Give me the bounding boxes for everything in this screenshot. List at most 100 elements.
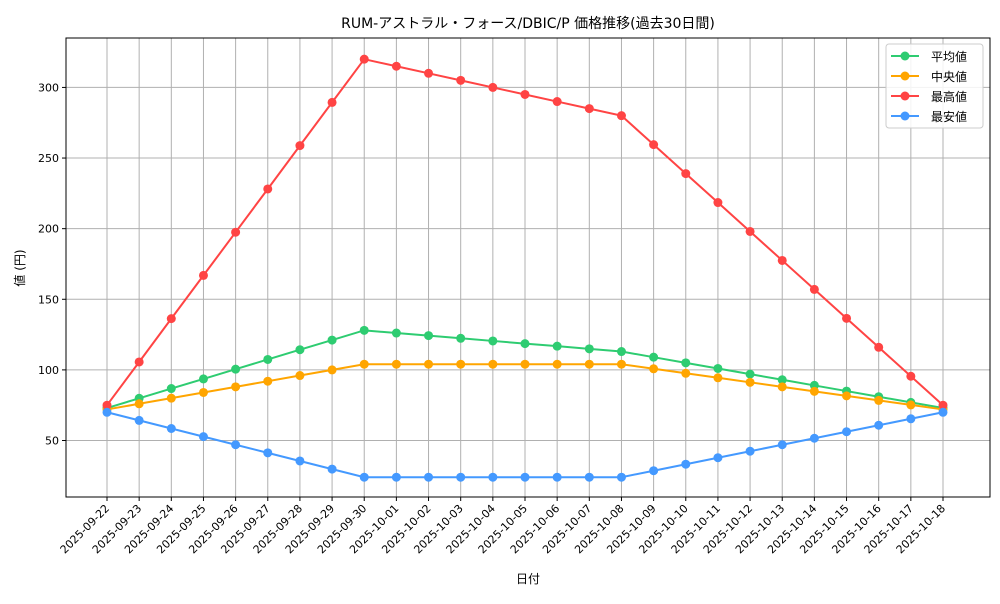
data-point — [906, 371, 916, 381]
data-point — [295, 456, 305, 466]
data-point — [488, 359, 498, 369]
x-axis: 2025-09-222025-09-232025-09-242025-09-25… — [58, 497, 948, 556]
data-point — [488, 82, 498, 92]
data-point — [874, 395, 884, 405]
data-point — [552, 359, 562, 369]
data-point — [295, 371, 305, 381]
data-point — [745, 377, 755, 387]
data-point — [713, 453, 723, 463]
data-point — [391, 472, 401, 482]
legend-marker — [900, 71, 910, 81]
legend-marker — [900, 51, 910, 61]
y-tick-label: 200 — [38, 223, 59, 236]
data-point — [231, 227, 241, 237]
data-point — [359, 325, 369, 335]
data-point — [359, 54, 369, 64]
y-tick-label: 150 — [38, 293, 59, 306]
data-point — [906, 414, 916, 424]
data-point — [391, 61, 401, 71]
data-point — [713, 198, 723, 208]
data-point — [391, 359, 401, 369]
data-point — [295, 141, 305, 151]
data-point — [456, 333, 466, 343]
data-point — [842, 313, 852, 323]
data-point — [681, 368, 691, 378]
data-point — [616, 472, 626, 482]
data-point — [166, 314, 176, 324]
data-point — [938, 407, 948, 417]
y-tick-label: 50 — [45, 435, 59, 448]
data-point — [198, 432, 208, 442]
data-point — [842, 391, 852, 401]
data-point — [874, 420, 884, 430]
data-point — [777, 375, 787, 385]
data-point — [842, 427, 852, 437]
data-point — [231, 364, 241, 374]
data-point — [295, 345, 305, 355]
data-point — [584, 359, 594, 369]
legend-marker — [900, 111, 910, 121]
data-point — [520, 359, 530, 369]
legend-label: 最安値 — [931, 109, 967, 124]
chart-title: RUM-アストラル・フォース/DBIC/P 価格推移(過去30日間) — [341, 16, 715, 32]
data-point — [520, 89, 530, 99]
data-point — [166, 424, 176, 434]
data-point — [745, 446, 755, 456]
data-point — [584, 472, 594, 482]
data-point — [424, 359, 434, 369]
y-axis: 50 100 150 200 250 300 — [38, 81, 66, 448]
data-point — [263, 184, 273, 194]
data-point — [424, 68, 434, 78]
data-point — [745, 226, 755, 236]
plot-frame — [65, 37, 991, 498]
data-point — [166, 384, 176, 394]
y-tick-label: 100 — [38, 364, 59, 377]
data-point — [584, 344, 594, 354]
data-point — [649, 364, 659, 374]
data-point — [198, 374, 208, 384]
data-point — [263, 376, 273, 386]
y-tick-label: 250 — [38, 152, 59, 165]
data-point — [198, 387, 208, 397]
data-point — [649, 466, 659, 476]
data-point — [874, 342, 884, 352]
data-point — [938, 400, 948, 410]
data-point — [134, 357, 144, 367]
data-point — [649, 352, 659, 362]
data-point — [809, 386, 819, 396]
data-point — [777, 255, 787, 265]
y-axis-label: 値 (円) — [12, 249, 27, 286]
data-point — [456, 472, 466, 482]
legend-label: 最高値 — [931, 89, 967, 104]
data-point — [552, 97, 562, 107]
data-point — [198, 270, 208, 280]
data-point — [584, 104, 594, 114]
data-point — [102, 407, 112, 417]
data-point — [263, 448, 273, 458]
data-point — [327, 335, 337, 345]
data-point — [777, 440, 787, 450]
data-point — [456, 359, 466, 369]
data-point — [809, 284, 819, 294]
data-point — [616, 347, 626, 357]
data-point — [327, 365, 337, 375]
data-point — [488, 336, 498, 346]
x-axis-label: 日付 — [516, 572, 540, 586]
data-point — [327, 97, 337, 107]
data-point — [327, 464, 337, 474]
data-point — [713, 363, 723, 373]
legend-label: 中央値 — [931, 69, 967, 84]
data-point — [231, 440, 241, 450]
data-point — [616, 359, 626, 369]
data-point — [359, 472, 369, 482]
data-point — [552, 472, 562, 482]
data-point — [809, 433, 819, 443]
data-point — [424, 331, 434, 341]
data-point — [102, 400, 112, 410]
data-point — [681, 169, 691, 179]
data-point — [359, 359, 369, 369]
data-point — [906, 400, 916, 410]
legend-marker — [900, 91, 910, 101]
